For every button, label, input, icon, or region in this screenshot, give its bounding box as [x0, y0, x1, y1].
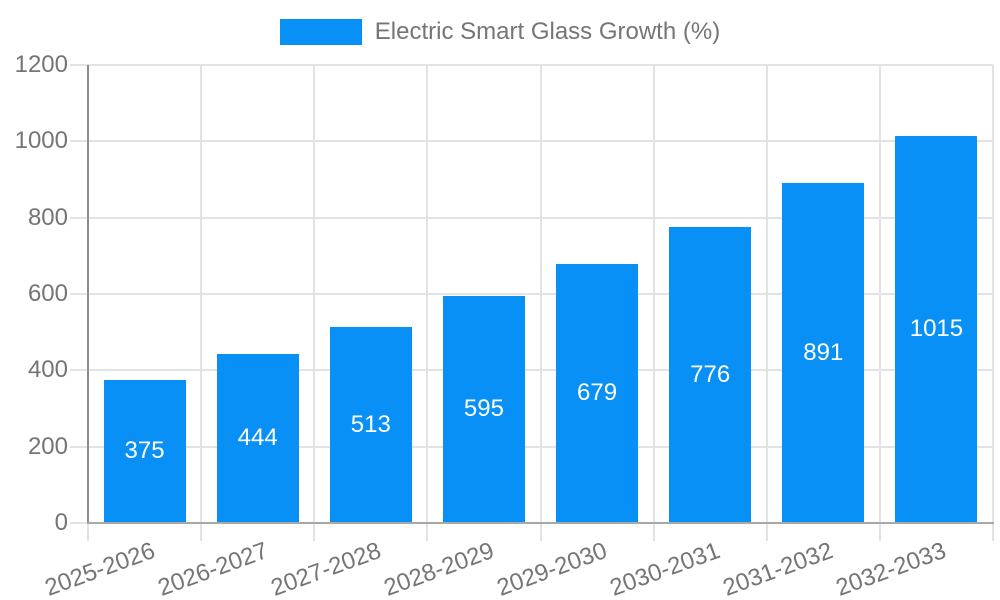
gridline-vertical	[539, 65, 542, 523]
bar-value-label: 444	[237, 424, 278, 452]
y-axis-tick	[70, 216, 88, 219]
bar-value-label: 776	[690, 360, 731, 388]
y-axis-tick	[70, 445, 88, 448]
bar	[895, 135, 978, 523]
bar	[103, 379, 186, 523]
legend: Electric Smart Glass Growth (%)	[0, 19, 1000, 45]
y-tick-label: 1000	[14, 127, 68, 155]
bar	[782, 182, 865, 523]
gridline-vertical	[765, 65, 768, 523]
bar	[329, 327, 412, 523]
y-tick-label: 1200	[14, 51, 68, 78]
gridline-vertical	[652, 65, 655, 523]
x-axis-tick	[652, 523, 655, 541]
bar-value-label: 1015	[909, 315, 964, 343]
x-axis-tick	[200, 523, 203, 541]
bar-value-label: 513	[350, 411, 391, 439]
y-axis-tick	[70, 140, 88, 143]
gridline-vertical	[313, 65, 316, 523]
x-axis-line	[87, 522, 994, 524]
x-axis-tick	[87, 523, 89, 541]
bar	[669, 226, 752, 523]
y-axis-tick	[70, 64, 88, 66]
bar	[556, 263, 639, 523]
y-tick-label: 200	[27, 432, 68, 460]
gridline-vertical	[992, 65, 994, 523]
gridline-vertical	[878, 65, 881, 523]
bar	[442, 295, 525, 523]
x-axis-tick	[765, 523, 768, 541]
x-axis-tick	[313, 523, 316, 541]
y-axis-tick	[70, 293, 88, 295]
y-tick-label: 800	[27, 203, 68, 231]
x-axis-tick	[539, 523, 542, 541]
y-axis-line	[87, 65, 89, 523]
bar	[216, 353, 299, 523]
x-axis-tick	[992, 523, 994, 541]
y-axis-tick	[70, 522, 88, 524]
gridline-vertical	[426, 65, 429, 523]
bar-value-label: 891	[803, 338, 844, 366]
bar-value-label: 679	[577, 379, 618, 407]
legend-label: Electric Smart Glass Growth (%)	[374, 18, 721, 45]
y-tick-label: 400	[27, 356, 68, 384]
gridline-vertical	[200, 65, 203, 523]
y-axis-tick	[70, 369, 88, 372]
y-tick-label: 0	[54, 509, 68, 536]
legend-swatch	[279, 19, 362, 45]
x-axis-tick	[426, 523, 429, 541]
x-axis-tick	[878, 523, 881, 541]
plot-area: 375 444 513 595 679 776 891 1015	[87, 64, 994, 524]
bar-value-label: 595	[463, 395, 504, 423]
bar-value-label: 375	[124, 437, 165, 465]
y-tick-label: 600	[27, 280, 68, 307]
